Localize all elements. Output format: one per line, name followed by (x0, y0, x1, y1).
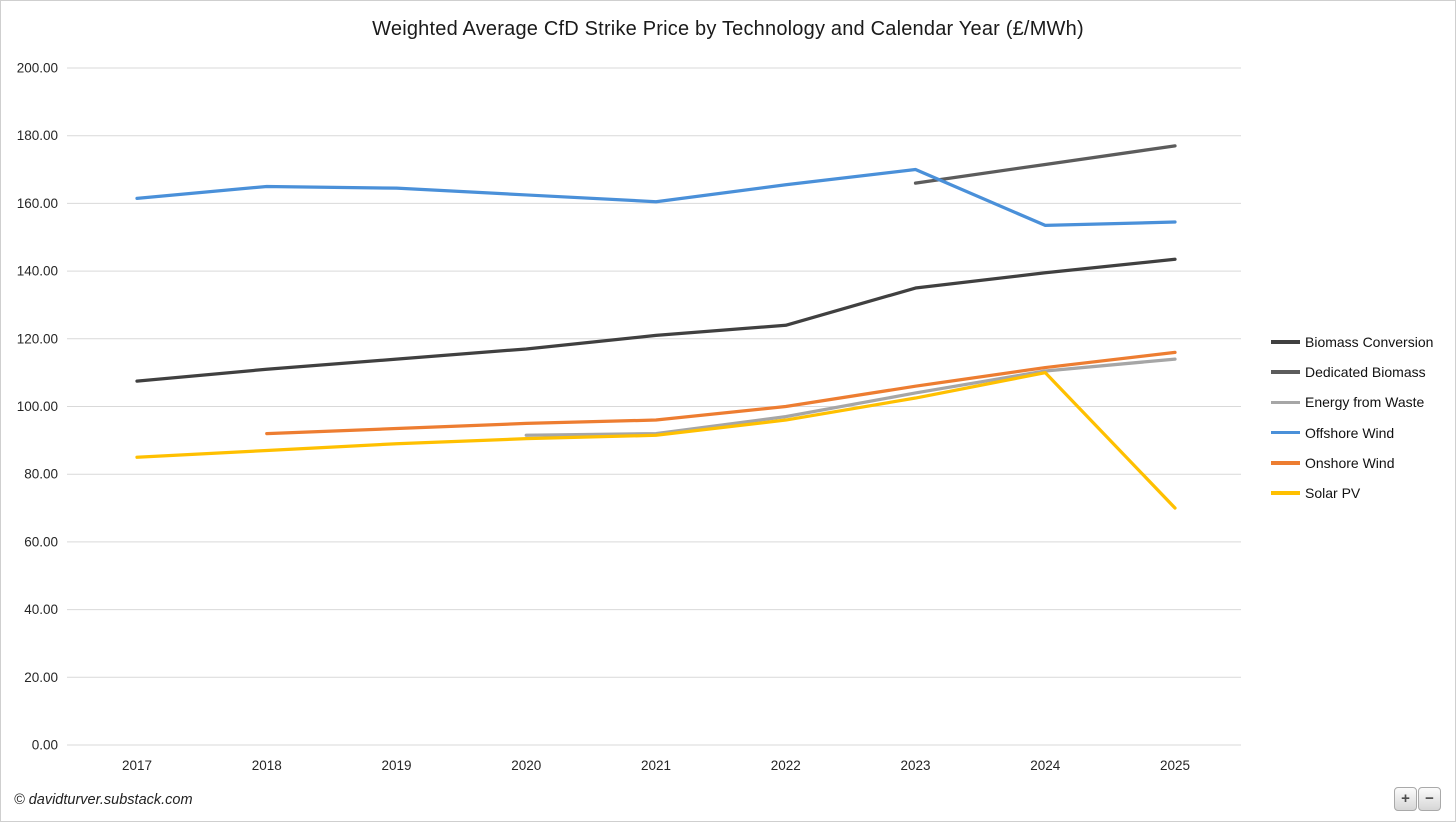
legend-swatch-dedicated-biomass (1271, 370, 1300, 374)
series-line-onshore-wind[interactable] (265, 350, 1177, 436)
legend-label-offshore-wind: Offshore Wind (1305, 424, 1395, 441)
series-line-energy-from-waste[interactable] (524, 357, 1177, 437)
legend-item-onshore-wind: Onshore Wind (1271, 453, 1455, 473)
y-axis-tick-label: 0.00 (32, 738, 58, 753)
legend-swatch-solar-pv (1271, 491, 1300, 495)
chart-legend: Biomass Conversion Dedicated Biomass Energ… (1271, 332, 1455, 513)
legend-swatch-energy-from-waste (1271, 400, 1300, 405)
x-axis-tick-label: 2024 (1030, 758, 1061, 773)
legend-label-onshore-wind: Onshore Wind (1305, 454, 1395, 471)
x-axis-tick-label: 2019 (381, 758, 411, 773)
zoom-out-button[interactable]: − (1418, 787, 1441, 811)
y-axis-tick-label: 80.00 (24, 467, 58, 482)
legend-label-biomass-conversion: Biomass Conversion (1305, 334, 1434, 350)
legend-item-dedicated-biomass: Dedicated Biomass (1271, 362, 1455, 382)
zoom-controls: + − (1394, 787, 1441, 811)
x-axis-tick-label: 2017 (122, 758, 152, 773)
x-axis-tick-label: 2022 (771, 758, 801, 773)
y-axis-tick-label: 200.00 (17, 61, 58, 76)
legend-label-energy-from-waste: Energy from Waste (1305, 394, 1425, 411)
x-axis-tick-label: 2020 (511, 758, 541, 773)
series-line-dedicated-biomass[interactable] (913, 144, 1177, 185)
legend-swatch-biomass-conversion (1271, 340, 1300, 344)
y-axis-tick-label: 120.00 (17, 331, 58, 346)
line-chart-canvas: 0.00 20.00 40.00 60.00 80.00 100.00 120.00 140.… (17, 61, 1241, 773)
y-axis-tick-label: 60.00 (24, 534, 58, 549)
legend-item-offshore-wind: Offshore Wind (1271, 423, 1455, 443)
y-axis-tick-label: 160.00 (17, 196, 58, 211)
series-line-biomass-conversion[interactable] (135, 257, 1177, 383)
y-axis-tick-label: 40.00 (24, 602, 58, 617)
series-line-solar-pv[interactable] (135, 371, 1177, 510)
x-axis-tick-label: 2021 (641, 758, 671, 773)
legend-swatch-offshore-wind (1271, 430, 1300, 435)
x-axis-tick-label: 2023 (900, 758, 930, 773)
legend-item-biomass-conversion: Biomass Conversion (1271, 332, 1455, 352)
legend-item-solar-pv: Solar PV (1271, 483, 1455, 503)
x-axis-tick-label: 2025 (1160, 758, 1190, 773)
y-axis-tick-label: 140.00 (17, 264, 58, 279)
y-axis-tick-label: 100.00 (17, 399, 58, 414)
legend-label-solar-pv: Solar PV (1305, 484, 1361, 501)
zoom-in-button[interactable]: + (1394, 787, 1417, 811)
chart-title: Weighted Average CfD Strike Price by Tec… (372, 18, 1084, 40)
legend-label-dedicated-biomass: Dedicated Biomass (1305, 364, 1426, 381)
legend-item-energy-from-waste: Energy from Waste (1271, 392, 1455, 412)
attribution-text: © davidturver.substack.com (14, 792, 193, 808)
x-axis-tick-label: 2018 (252, 758, 282, 773)
legend-swatch-onshore-wind (1271, 461, 1300, 465)
y-axis-tick-label: 20.00 (24, 670, 58, 685)
series-line-offshore-wind[interactable] (135, 167, 1177, 228)
y-axis-tick-label: 180.00 (17, 128, 58, 143)
